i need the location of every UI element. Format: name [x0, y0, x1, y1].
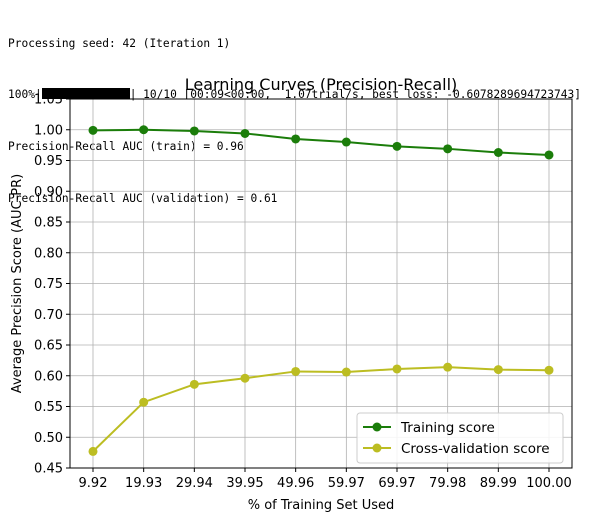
y-tick-label: 0.45	[34, 462, 63, 477]
data-point	[88, 125, 98, 135]
y-tick-label: 0.85	[34, 216, 63, 231]
data-point	[88, 446, 98, 456]
log-line-seed: Processing seed: 42 (Iteration 1)	[8, 36, 231, 50]
data-point	[392, 141, 402, 151]
y-tick-label: 0.55	[34, 400, 63, 415]
x-tick-label: 89.99	[480, 476, 517, 491]
x-tick-label: 59.97	[328, 476, 365, 491]
log-line-train-auc: Precision-Recall AUC (train) = 0.96	[8, 140, 244, 154]
y-tick-label: 0.50	[34, 431, 63, 446]
legend: Training score Cross-validation score	[356, 412, 564, 464]
legend-label: Cross-validation score	[401, 441, 550, 457]
progress-line: 100%| | 10/10 [00:09<00:00, 1.07trial/s, …	[8, 86, 581, 103]
data-point	[341, 367, 351, 377]
series-line	[92, 366, 550, 453]
x-tick-label: 9.92	[79, 476, 108, 491]
x-tick-label: 29.94	[176, 476, 213, 491]
log-line-validation-auc: Precision-Recall AUC (validation) = 0.61	[8, 192, 278, 206]
progress-prefix: 100%|	[8, 88, 42, 102]
data-point	[189, 126, 199, 136]
series-layer	[88, 125, 554, 456]
y-tick-label: 0.95	[34, 154, 63, 169]
y-tick-label: 0.65	[34, 339, 63, 354]
data-point	[139, 125, 149, 135]
x-tick-label: 19.93	[125, 476, 162, 491]
data-point	[291, 134, 301, 144]
progress-bar	[41, 88, 130, 100]
x-tick-label: 49.96	[277, 476, 314, 491]
x-tick-label: 69.97	[378, 476, 415, 491]
data-point	[139, 397, 149, 407]
series-line	[92, 128, 550, 156]
data-point	[443, 362, 453, 372]
console-output: Processing seed: 42 (Iteration 1) 100%| |…	[8, 0, 581, 225]
data-point	[240, 373, 250, 383]
y-tick-label: 1.05	[34, 93, 63, 108]
data-point	[291, 366, 301, 376]
y-tick-label: 0.70	[34, 308, 63, 323]
y-tick-label: 1.00	[34, 123, 63, 138]
data-point	[392, 364, 402, 374]
y-tick-label: 0.90	[34, 185, 63, 200]
x-tick-label: 39.95	[226, 476, 263, 491]
legend-label: Training score	[400, 420, 495, 436]
data-point	[544, 150, 554, 160]
y-axis-label: Average Precision Score (AUC-PR)	[10, 174, 25, 393]
y-tick-label: 0.75	[34, 277, 63, 292]
data-point	[493, 365, 503, 375]
tick-layer: 0.45 0.50 0.55 0.60 0.65 0.70 0.75 0.80 0.85 0.90…	[34, 93, 572, 492]
x-axis-label: % of Training Set Used	[248, 498, 395, 513]
y-tick-label: 0.60	[34, 369, 63, 384]
data-point	[493, 148, 503, 158]
y-tick-label: 0.80	[34, 246, 63, 261]
data-point	[240, 128, 250, 138]
data-point	[443, 144, 453, 154]
data-point	[189, 379, 199, 389]
chart-title: Learning Curves (Precision-Recall)	[185, 75, 458, 94]
data-point	[341, 137, 351, 147]
data-point	[544, 365, 554, 375]
x-tick-label: 79.98	[429, 476, 466, 491]
legend-box	[356, 412, 564, 464]
x-tick-label: 100.00	[526, 476, 572, 491]
legend-swatch-marker	[372, 422, 382, 432]
progress-suffix: | 10/10 [00:09<00:00, 1.07trial/s, best …	[129, 88, 581, 102]
legend-swatch-marker	[372, 443, 382, 453]
